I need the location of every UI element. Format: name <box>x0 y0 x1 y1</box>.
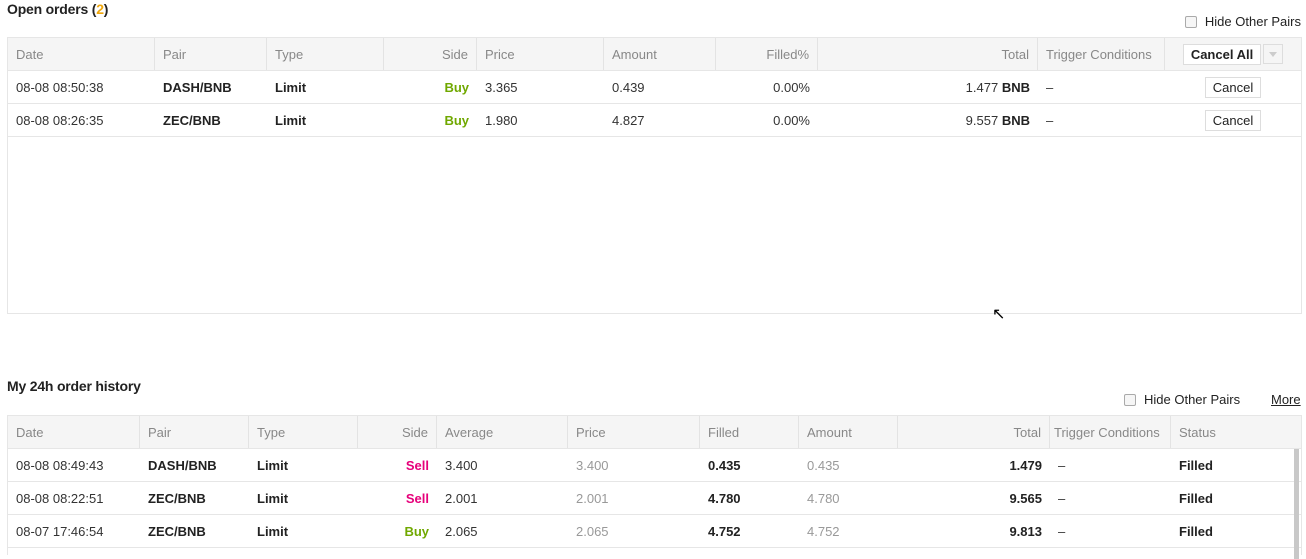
price-cell: 1.980 <box>485 112 518 128</box>
hide-other-pairs-toggle[interactable]: Hide Other Pairs <box>1184 14 1301 29</box>
date-cell: 08-08 08:22:51 <box>16 490 104 506</box>
history-hide-other-pairs-toggle[interactable]: Hide Other Pairs <box>1124 392 1240 407</box>
price-cell: 2.001 <box>576 490 609 506</box>
table-row: 08-08 08:26:35 ZEC/BNB Limit Buy 1.980 4.827 0… <box>8 104 1301 137</box>
type-cell: Limit <box>257 490 289 506</box>
checkbox[interactable] <box>1124 393 1136 406</box>
scrollbar[interactable] <box>1294 449 1299 559</box>
table-row: 08-08 08:49:43 DASH/BNB Limit Sell 3.400 3.40… <box>8 449 1301 482</box>
price-cell: 3.400 <box>576 457 609 473</box>
amount-cell: 4.780 <box>807 490 840 506</box>
amount-cell: 4.827 <box>612 112 645 128</box>
total-cell: 9.557 BNB <box>965 112 1030 128</box>
trigger-cell: – <box>1046 112 1054 128</box>
cancel-button[interactable]: Cancel <box>1204 76 1262 98</box>
total-cell: 9.813 <box>1009 523 1042 539</box>
total-cell: 1.479 <box>1009 457 1042 473</box>
mouse-cursor-icon: ↖ <box>992 306 1006 323</box>
pair-cell: ZEC/BNB <box>163 112 221 128</box>
status-cell: Filled <box>1179 490 1213 506</box>
more-link[interactable]: More <box>1271 392 1301 407</box>
average-cell: 3.400 <box>445 457 478 473</box>
table-row: 08-08 08:22:51 ZEC/BNB Limit Sell 2.001 2.001… <box>8 482 1301 515</box>
date-cell: 08-08 08:26:35 <box>16 112 104 128</box>
side-cell: Sell <box>405 490 429 506</box>
table-row: 08-08 08:50:38 DASH/BNB Limit Buy 3.365 0.439… <box>8 71 1301 104</box>
filled-cell: 4.780 <box>708 490 741 506</box>
checkbox[interactable] <box>1184 15 1197 28</box>
table-row: 08-07 17:46:54 ZEC/BNB Limit Buy 2.065 2.065 4… <box>8 515 1301 548</box>
type-cell: Limit <box>275 79 307 95</box>
average-cell: 2.065 <box>445 523 478 539</box>
cancel-button[interactable]: Cancel <box>1204 109 1262 131</box>
price-cell: 2.065 <box>576 523 609 539</box>
total-cell: 9.565 <box>1009 490 1042 506</box>
type-cell: Limit <box>275 112 307 128</box>
side-cell: Buy <box>444 79 469 95</box>
trigger-cell: – <box>1058 490 1066 506</box>
table-header: Date Pair Type Side Price Amount Filled%… <box>8 38 1301 71</box>
filled-cell: 0.00% <box>773 112 810 128</box>
date-cell: 08-08 08:50:38 <box>16 79 104 95</box>
price-cell: 3.365 <box>485 79 518 95</box>
total-cell: 1.477 BNB <box>965 79 1030 95</box>
type-cell: Limit <box>257 457 289 473</box>
trigger-cell: – <box>1058 457 1066 473</box>
table-header: Date Pair Type Side Average Price Filled… <box>8 416 1301 449</box>
cancel-all-dropdown-icon[interactable] <box>1263 44 1284 64</box>
side-cell: Buy <box>404 523 429 539</box>
filled-cell: 0.435 <box>708 457 741 473</box>
amount-cell: 0.435 <box>807 457 840 473</box>
average-cell: 2.001 <box>445 490 478 506</box>
date-cell: 08-08 08:49:43 <box>16 457 104 473</box>
open-orders-title: Open orders (2) <box>7 1 109 17</box>
cancel-all-button[interactable]: Cancel All <box>1182 43 1262 65</box>
history-table: Date Pair Type Side Average Price Filled… <box>7 415 1302 559</box>
date-cell: 08-07 17:46:54 <box>16 523 104 539</box>
amount-cell: 0.439 <box>612 79 645 95</box>
open-orders-count: 2 <box>96 1 104 17</box>
trigger-cell: – <box>1046 79 1054 95</box>
pair-cell: DASH/BNB <box>148 457 217 473</box>
pair-cell: DASH/BNB <box>163 79 232 95</box>
trigger-cell: – <box>1058 523 1066 539</box>
history-title: My 24h order history <box>7 378 141 394</box>
type-cell: Limit <box>257 523 289 539</box>
open-orders-table: Date Pair Type Side Price Amount Filled%… <box>7 37 1302 314</box>
side-cell: Sell <box>405 457 429 473</box>
pair-cell: ZEC/BNB <box>148 523 206 539</box>
filled-cell: 0.00% <box>773 79 810 95</box>
pair-cell: ZEC/BNB <box>148 490 206 506</box>
status-cell: Filled <box>1179 523 1213 539</box>
amount-cell: 4.752 <box>807 523 840 539</box>
filled-cell: 4.752 <box>708 523 741 539</box>
side-cell: Buy <box>444 112 469 128</box>
status-cell: Filled <box>1179 457 1213 473</box>
